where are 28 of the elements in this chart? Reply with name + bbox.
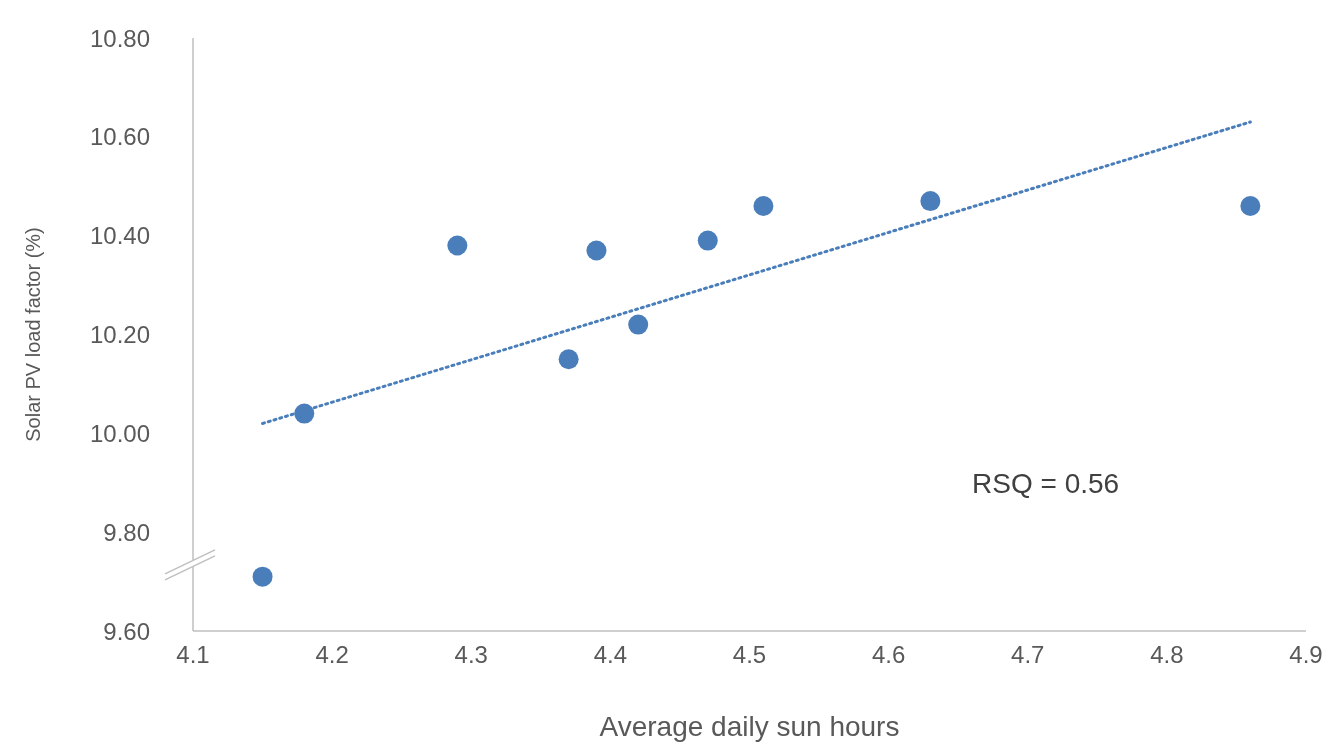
x-tick-label: 4.6: [871, 641, 906, 668]
y-tick-label: 10.60: [89, 123, 150, 151]
x-tick-label: 4.5: [732, 641, 767, 668]
point: [1240, 196, 1261, 217]
x-tick-label: 4.3: [454, 641, 488, 668]
point: [920, 191, 941, 212]
y-tick-label: 10.00: [89, 419, 150, 447]
point: [586, 240, 607, 261]
y-axis-title: Solar PV load factor (%): [22, 227, 44, 442]
point: [697, 230, 718, 251]
y-tick-label: 9.60: [103, 617, 150, 645]
x-tick-label: 4.7: [1011, 641, 1045, 668]
annotation: RSQ = 0.56: [972, 467, 1120, 499]
x-tick-label: 4.4: [593, 641, 628, 668]
y-tick-label: 10.40: [89, 222, 150, 250]
point: [753, 196, 774, 217]
x-tick-label: 4.9: [1289, 641, 1323, 668]
y-tick-label: 10.20: [89, 321, 150, 348]
y-tick-label: 9.80: [103, 518, 150, 546]
point: [447, 235, 468, 256]
x-tick-label: 4.1: [176, 641, 210, 668]
point: [252, 566, 273, 587]
x-tick-label: 4.2: [315, 641, 349, 668]
x-axis-title: Average daily sun hours: [599, 711, 900, 742]
y-tick-label: 10.80: [89, 24, 150, 52]
point: [628, 314, 649, 335]
point: [558, 349, 579, 370]
x-tick-label: 4.8: [1150, 641, 1184, 668]
